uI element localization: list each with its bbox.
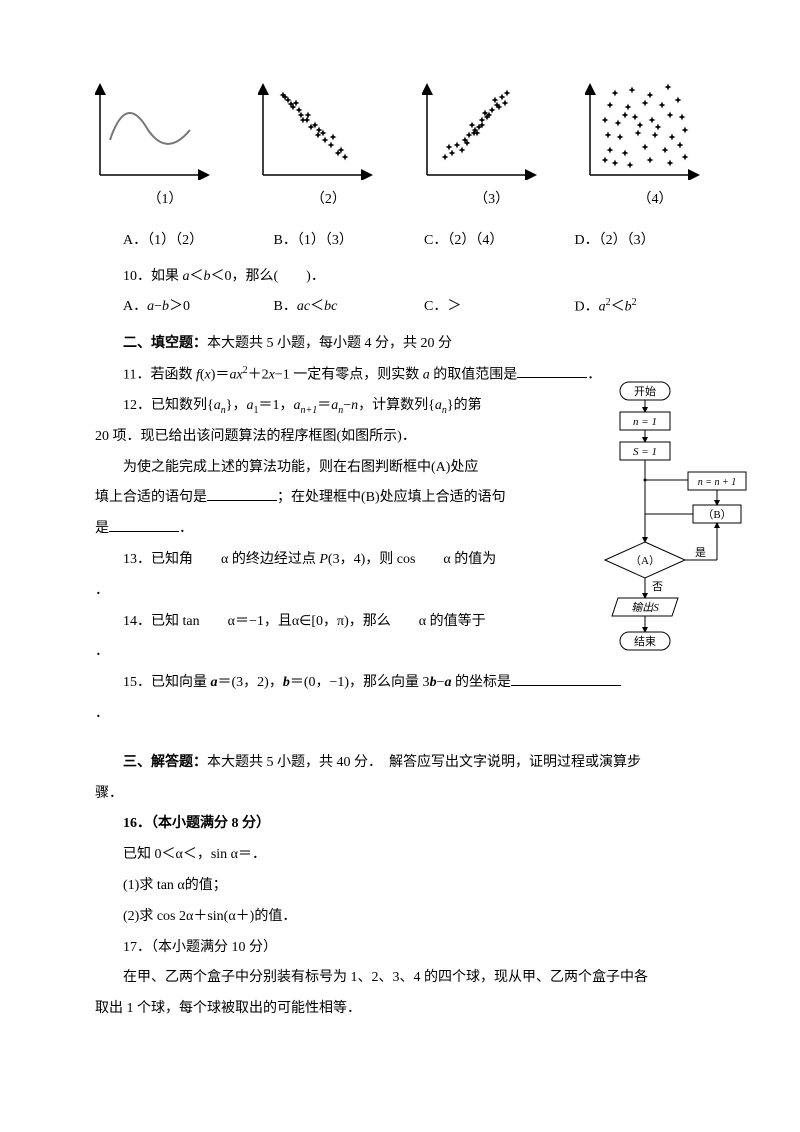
q14-l2: ． [95,637,525,668]
q12-l2: 20 项．现已给出该问题算法的程序框图(如图所示)． [95,422,525,453]
flowchart: 开始 n = 1 S = 1 n = n + 1 （B） （A） 是 否 [590,380,740,675]
fc-nn: n = n + 1 [698,477,737,488]
section-3-heading: 三、解答题：本大题共 5 小题，共 40 分． 解答应写出文字说明，证明过程或演… [95,748,725,779]
q16-l1: 已知 0＜α＜，sin α＝． [95,840,725,871]
fc-b: （B） [702,508,731,521]
fc-out: 输出S [631,601,659,614]
q12-l5: 是． [95,514,525,545]
q12-block: 12．已知数列{an}，a1＝1，an+1＝an−n，计算数列{an}的第 20… [95,391,525,668]
label-2: （2） [258,185,398,216]
q10-opt-d: D．a2＜b2 [575,292,726,323]
label-4: （4） [585,185,725,216]
q10-opt-a: A．a−b＞0 [123,292,274,323]
q16-head: 16．（本小题满分 8 分） [95,809,725,840]
fc-yes: 是 [695,546,706,559]
q10-opt-b: B．ac＜bc [274,292,425,323]
q9-opt-a: A．（1）（2） [123,226,274,257]
q9-opt-d: D．（2）（3） [575,226,726,257]
fc-end: 结束 [634,635,656,648]
section-3b: 骤． [95,779,725,810]
q14-l1: 14．已知 tan α＝−1，且α∈[0，π)，那么 α 的值等于 [95,607,525,638]
q12-l3: 为使之能完成上述的算法功能，则在右图判断框中(A)处应 [95,453,525,484]
q12-l4: 填上合适的语句是；在处理框中(B)处应填上合适的语句 [95,483,525,514]
scatter-labels: （1） （2） （3） （4） [95,185,725,216]
q9-opt-b: B．（1）（3） [274,226,425,257]
q17-head: 17．（本小题满分 10 分） [95,933,725,964]
q13-l2: ． [95,576,525,607]
q10-options: A．a−b＞0 B．ac＜bc C．＞ D．a2＜b2 [95,292,725,323]
fc-no: 否 [652,581,663,593]
q17-l1: 在甲、乙两个盒子中分别装有标号为 1、2、3、4 的四个球，现从甲、乙两个盒子中… [95,963,725,994]
label-1: （1） [95,185,235,216]
fc-a: （A） [630,554,660,567]
blank-q12-a[interactable] [207,487,277,501]
blank-q12-b[interactable] [109,518,179,532]
q12-l1: 12．已知数列{an}，a1＝1，an+1＝an−n，计算数列{an}的第 [95,391,525,422]
blank-q11[interactable] [517,364,587,378]
q16-l3: (2)求 cos 2α＋sin(α＋)的值． [95,902,725,933]
label-3: （3） [422,185,562,216]
plot-2 [258,80,398,180]
q9-opt-c: C．（2）（4） [424,226,575,257]
plot-4 [585,80,725,180]
q17-l2: 取出 1 个球，每个球被取出的可能性相等． [95,994,725,1025]
fc-start: 开始 [634,384,656,398]
q16-l2: (1)求 tan α的值； [95,871,725,902]
plot-3 [422,80,562,180]
section-2-heading: 二、填空题：本大题共 5 小题，每小题 4 分，共 20 分 [95,329,725,360]
fc-n1: n = 1 [633,416,657,428]
q13-l1: 13．已知角 α 的终边经过点 P(3，4)，则 cos α 的值为 [95,545,525,576]
q10-stem: 10．如果 a＜b＜0，那么( )． [95,262,725,293]
q10-opt-c: C．＞ [424,292,575,323]
plot-1 [95,80,235,180]
q15-end: ． [95,699,725,730]
scatter-plots-row [95,80,725,180]
q9-options: A．（1）（2） B．（1）（3） C．（2）（4） D．（2）（3） [95,226,725,257]
fc-s1: S = 1 [633,446,657,458]
